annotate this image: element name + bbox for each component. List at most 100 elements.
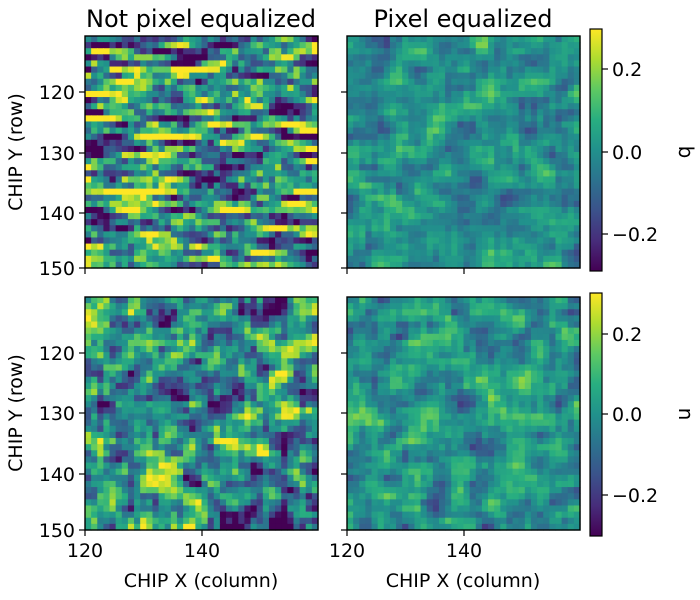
heatmap-cell [262, 339, 270, 347]
heatmap-cell [97, 499, 104, 507]
heatmap-cell [201, 66, 209, 74]
heatmap-cell [537, 303, 544, 310]
heatmap-cell [195, 499, 203, 507]
heatmap-cell [281, 249, 288, 257]
heatmap-cell [189, 333, 196, 341]
heatmap-cell [201, 121, 209, 129]
heatmap-cell [170, 42, 178, 49]
heatmap-cell [287, 78, 295, 86]
heatmap-cell [426, 145, 434, 153]
heatmap-cell [232, 109, 239, 116]
heatmap-cell [250, 438, 258, 445]
heatmap-cell [140, 480, 147, 488]
heatmap-cell [134, 450, 141, 458]
heatmap-cell [524, 339, 532, 347]
heatmap-cell [463, 164, 471, 171]
heatmap-cell [201, 425, 209, 433]
heatmap-cell [189, 321, 196, 329]
heatmap-cell [232, 438, 239, 445]
heatmap-cell [389, 249, 397, 257]
heatmap-cell [134, 499, 141, 507]
heatmap-cell [91, 401, 98, 408]
heatmap-cell [183, 413, 190, 421]
heatmap-cell [103, 303, 111, 310]
heatmap-cell [512, 194, 520, 202]
heatmap-cell [219, 200, 227, 208]
heatmap-cell [567, 249, 575, 257]
heatmap-cell [219, 382, 227, 390]
heatmap-cell [207, 60, 215, 68]
heatmap-cell [518, 261, 526, 269]
heatmap-cell [353, 133, 360, 141]
heatmap-cell [158, 170, 166, 178]
heatmap-cell [299, 219, 307, 226]
heatmap-cell [389, 90, 397, 98]
heatmap-cell [268, 339, 276, 347]
heatmap-cell [164, 499, 172, 507]
heatmap-cell [281, 121, 288, 129]
heatmap-cell [347, 152, 354, 159]
heatmap-cell [299, 474, 307, 482]
heatmap-cell [281, 505, 288, 513]
heatmap-cell [287, 358, 295, 366]
heatmap-cell [146, 115, 154, 123]
heatmap-cell [275, 352, 282, 359]
heatmap-cell [232, 425, 239, 433]
heatmap-cell [377, 327, 385, 335]
heatmap-cell [537, 127, 544, 135]
heatmap-cell [127, 219, 135, 226]
heatmap-cell [445, 206, 452, 214]
heatmap-cell [134, 333, 141, 341]
heatmap-cell [207, 444, 215, 451]
heatmap-cell [426, 346, 434, 353]
heatmap-cell [256, 206, 264, 214]
heatmap-cell [195, 480, 203, 488]
heatmap-cell [85, 339, 92, 347]
heatmap-cell [281, 407, 288, 415]
heatmap-cell [183, 297, 190, 304]
heatmap-cell [238, 60, 246, 68]
heatmap-cell [475, 182, 483, 190]
heatmap-cell [281, 499, 288, 507]
heatmap-cell [506, 54, 514, 62]
heatmap-cell [299, 66, 307, 74]
heatmap-cell [463, 60, 471, 68]
heatmap-cell [500, 376, 508, 384]
heatmap-cell [432, 109, 440, 116]
heatmap-cell [226, 152, 233, 159]
heatmap-cell [207, 90, 215, 98]
heatmap-cell [457, 321, 465, 329]
heatmap-cell [347, 243, 354, 251]
heatmap-cell [127, 444, 135, 451]
heatmap-cell [287, 188, 295, 196]
heatmap-cell [183, 261, 190, 269]
heatmap-cell [347, 358, 354, 366]
heatmap-cell [530, 127, 538, 135]
heatmap-cell [432, 388, 440, 396]
heatmap-cell [481, 364, 489, 372]
heatmap-cell [371, 109, 379, 116]
heatmap-cell [402, 303, 409, 310]
heatmap-cell [555, 382, 563, 390]
heatmap-cell [287, 297, 295, 304]
heatmap-cell [347, 333, 354, 341]
heatmap-cell [152, 176, 160, 184]
heatmap-cell [561, 54, 569, 62]
heatmap-cell [134, 54, 141, 62]
heatmap-cell [377, 225, 385, 232]
heatmap-cell [469, 388, 477, 396]
heatmap-cell [518, 395, 526, 402]
heatmap-cell [140, 444, 147, 451]
heatmap-cell [530, 133, 538, 141]
heatmap-cell [140, 243, 147, 251]
heatmap-cell [475, 90, 483, 98]
heatmap-cell [189, 413, 196, 421]
heatmap-cell [371, 333, 379, 341]
heatmap-cell [311, 333, 319, 341]
heatmap-cell [451, 261, 458, 269]
heatmap-cell [347, 158, 354, 165]
heatmap-cell [250, 249, 258, 257]
heatmap-cell [463, 261, 471, 269]
heatmap-cell [281, 90, 288, 98]
heatmap-cell [201, 395, 209, 402]
